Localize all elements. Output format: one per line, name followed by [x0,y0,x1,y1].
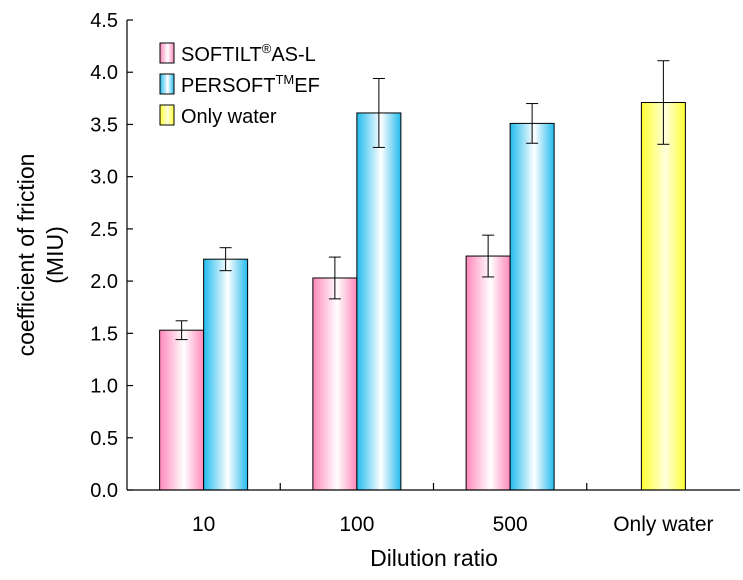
legend-label-text: PERSOFT [181,75,275,97]
bar [465,255,511,491]
x-category-label: Only water [613,513,713,536]
y-tick-label: 0.5 [90,428,118,450]
y-tick-label: 2.0 [90,271,118,293]
legend-label: SOFTILT®AS-L [181,41,316,66]
bar [203,258,249,491]
legend-label-superscript: TM [275,72,294,87]
x-axis-title: Dilution ratio [370,545,498,571]
legend-label: Only water [181,106,277,128]
y-axis-title-line2: (MIU) [42,226,68,283]
bar [509,122,555,491]
bar [640,102,686,491]
x-category-label: 100 [339,513,374,536]
y-axis-title-line1: coefficient of friction [13,154,39,357]
y-tick-label: 1.0 [90,376,118,398]
legend-label: PERSOFTTMEF [181,72,320,97]
bars-layer [159,102,686,491]
x-category-label: 500 [493,513,528,536]
bar [159,329,205,491]
legend-label-superscript: ® [262,41,272,56]
y-tick-label: 1.5 [90,323,118,345]
y-tick-label: 4.5 [90,10,118,32]
legend: SOFTILT®AS-L PERSOFTTMEF Only water [159,41,320,128]
x-category-label: 10 [192,513,215,536]
legend-swatch [159,42,175,64]
legend-label-text: Only water [181,106,277,128]
y-tick-label: 2.5 [90,219,118,241]
bar [312,277,358,491]
y-tick-label: 3.0 [90,167,118,189]
y-tick-label: 0.0 [90,480,118,502]
y-tick-label: 4.0 [90,62,118,84]
legend-label-suffix: AS-L [271,44,315,66]
bar [356,112,402,491]
y-tick-label: 3.5 [90,114,118,136]
error-bars-layer [175,60,670,341]
legend-swatch [159,73,175,95]
y-ticks: 0.0 0.5 1.0 1.5 2.0 2.5 3.0 3.5 4.0 4.5 [90,10,133,502]
x-ticks: 10 100 500 Only water [192,483,714,536]
legend-label-text: SOFTILT [181,44,262,66]
legend-swatch [159,104,175,126]
legend-label-suffix: EF [294,75,320,97]
